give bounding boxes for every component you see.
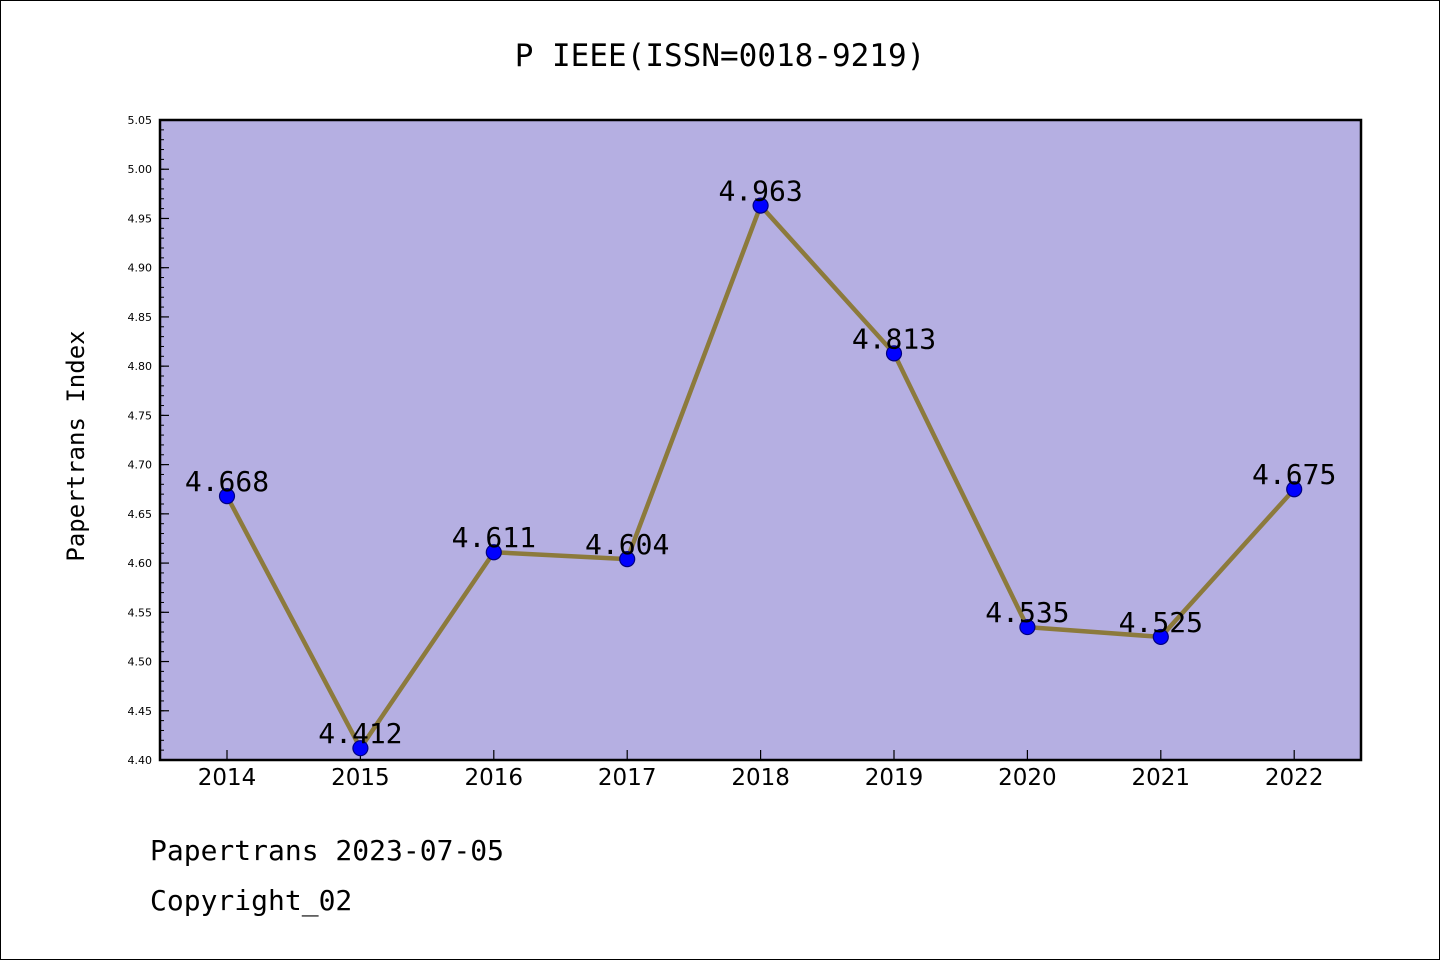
y-tick-label: 4.55: [128, 606, 153, 619]
y-axis-label: Papertrans Index: [62, 330, 90, 561]
y-tick-label: 4.95: [128, 212, 153, 225]
y-tick-label: 4.75: [128, 409, 153, 422]
x-tick-label: 2021: [1132, 765, 1191, 791]
y-tick-label: 4.40: [128, 754, 153, 767]
data-point: [218, 488, 236, 505]
series-markers: [218, 197, 1303, 757]
data-point: [1152, 628, 1169, 646]
y-tick-label: 4.50: [128, 656, 153, 669]
y-tick-label: 4.90: [128, 262, 153, 275]
y-axis: 4.40 4.45 4.50 4.55 4.60 4.65 4.70 4.75 4.80 4.85…: [128, 114, 169, 767]
data-label: 4.525: [1119, 606, 1203, 639]
y-tick-label: 4.80: [128, 360, 153, 373]
plot-border: [158, 118, 1363, 762]
footer-date: Papertrans 2023-07-05: [150, 834, 505, 867]
data-point: [352, 740, 369, 757]
data-label: 4.611: [452, 521, 536, 554]
y-tick-label: 4.85: [128, 311, 153, 324]
data-label: 4.604: [585, 528, 669, 561]
x-tick-label: 2014: [198, 765, 257, 791]
x-tick-label: 2015: [331, 765, 390, 791]
x-tick-label: 2016: [465, 765, 524, 791]
data-point: [1019, 618, 1036, 636]
data-label: 4.668: [185, 465, 269, 498]
data-labels: 4.668 4.412 4.611 4.604 4.963 4.813 4.535 4.525…: [185, 175, 1336, 751]
data-point: [885, 345, 903, 362]
y-tick-label: 4.65: [128, 508, 153, 521]
data-label: 4.813: [852, 322, 936, 355]
y-tick-label: 5.05: [128, 114, 153, 127]
y-tick-label: 4.60: [128, 557, 153, 570]
x-tick-label: 2019: [865, 765, 924, 791]
x-tick-label: 2017: [598, 765, 657, 791]
data-point: [485, 544, 502, 561]
footer-copyright: Copyright_02: [150, 884, 353, 917]
data-label: 4.675: [1252, 458, 1336, 491]
chart-title: P IEEE(ISSN=0018-9219): [515, 38, 926, 74]
y-tick-label: 5.00: [128, 163, 153, 176]
data-point: [1286, 481, 1303, 498]
x-tick-label: 2022: [1265, 765, 1324, 791]
x-tick-label: 2020: [998, 765, 1057, 791]
data-label: 4.412: [318, 717, 402, 750]
plot-area: [160, 120, 1361, 760]
y-tick-label: 4.45: [128, 705, 153, 718]
data-label: 4.963: [718, 175, 802, 208]
x-tick-label: 2018: [731, 765, 790, 791]
data-label: 4.535: [985, 596, 1069, 629]
data-point: [752, 197, 769, 214]
y-tick-label: 4.70: [128, 459, 153, 472]
x-axis: 2014 2015 2016 2017 2018 2019 2020 2021 2022: [198, 750, 1324, 791]
data-point: [619, 551, 636, 568]
